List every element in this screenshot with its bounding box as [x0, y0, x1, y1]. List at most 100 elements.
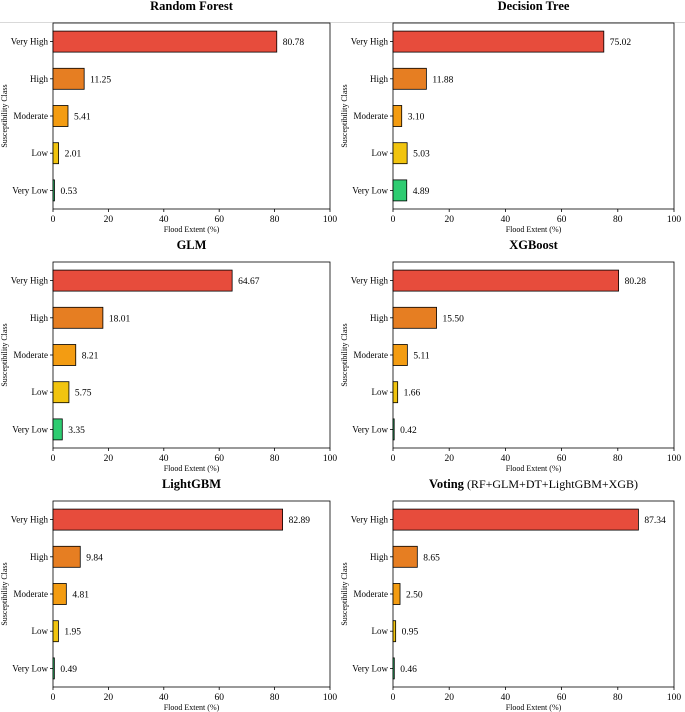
chart-5-category-label: High: [30, 552, 49, 562]
chart-2-bar: [392, 67, 427, 90]
chart-5-category-label: Moderate: [14, 589, 48, 599]
chart-3-data-label: 3.35: [68, 426, 85, 436]
chart-3-x-axis-label: Flood Extent (%): [164, 464, 220, 473]
chart-2-bar: [392, 179, 408, 202]
chart-6-data-label: 8.65: [423, 553, 440, 563]
chart-4-data-label: 1.66: [404, 389, 421, 399]
chart-4-title: XGBoost: [509, 238, 558, 252]
chart-3-xtick-label: 100: [323, 454, 338, 464]
chart-5-data-label: 9.84: [86, 553, 103, 563]
chart-4-xtick-label: 20: [444, 454, 454, 464]
chart-4-xtick-label: 60: [557, 454, 567, 464]
chart-1-data-label: 0.53: [60, 187, 77, 197]
chart-3-data-label: 18.01: [109, 314, 131, 324]
chart-6-xtick-label: 60: [557, 693, 567, 703]
chart-2-data-label: 75.02: [610, 38, 632, 48]
chart-4-bar: [392, 306, 437, 329]
chart-2-xtick-label: 100: [667, 215, 682, 225]
chart-3-xtick-label: 0: [51, 454, 56, 464]
chart-4-bar: [392, 381, 399, 404]
chart-5-xtick-label: 20: [104, 693, 114, 703]
chart-1-title-main: Random Forest: [150, 0, 234, 13]
chart-6-data-label: 0.46: [400, 665, 417, 675]
chart-6-data-label: 87.34: [644, 516, 666, 526]
chart-6-category-label: Very Low: [352, 663, 388, 673]
chart-3-category-label: High: [30, 313, 49, 323]
chart-3-xtick-label: 60: [214, 454, 224, 464]
chart-1-xtick-label: 100: [323, 215, 338, 225]
chart-2-category-label: Very Low: [352, 185, 388, 195]
chart-2-xtick-label: 80: [613, 215, 623, 225]
chart-5-xtick-label: 40: [159, 693, 169, 703]
chart-1-data-label: 2.01: [65, 150, 82, 160]
chart-5-category-label: Very Low: [12, 663, 48, 673]
chart-5-x-axis-label: Flood Extent (%): [164, 703, 220, 712]
chart-1-xtick-label: 0: [51, 215, 56, 225]
chart-3-xtick-label: 40: [159, 454, 169, 464]
chart-3-bar: [52, 418, 63, 441]
chart-4-xtick-label: 100: [667, 454, 682, 464]
chart-6-category-label: High: [370, 552, 389, 562]
chart-1-bar: [52, 179, 55, 202]
chart-6-data-label: 0.95: [402, 628, 419, 638]
chart-3-bar: [52, 381, 70, 404]
chart-1-category-label: Very High: [11, 37, 49, 47]
chart-3-category-label: Very Low: [12, 424, 48, 434]
chart-3-title-main: GLM: [177, 238, 207, 252]
chart-6-xtick-label: 80: [613, 693, 623, 703]
chart-5-data-label: 4.81: [72, 591, 89, 601]
chart-2-data-label: 11.88: [432, 75, 453, 85]
chart-5-xtick-label: 60: [214, 693, 224, 703]
chart-6-category-label: Low: [372, 626, 389, 636]
chart-6-bar: [392, 620, 397, 643]
chart-3-bar: [52, 306, 104, 329]
chart-6-x-axis-label: Flood Extent (%): [506, 703, 562, 712]
chart-2-bar: [392, 30, 605, 53]
chart-1-bar: [52, 142, 59, 165]
chart-1-xtick-label: 20: [104, 215, 114, 225]
chart-2-category-label: Very High: [351, 37, 389, 47]
chart-2-bar: [392, 142, 408, 165]
chart-6-title: Voting (RF+GLM+DT+LightGBM+XGB): [429, 477, 638, 491]
chart-4-data-label: 5.11: [413, 352, 430, 362]
chart-2-xtick-label: 60: [557, 215, 567, 225]
chart-6-bar: [392, 508, 639, 531]
chart-4-x-axis-label: Flood Extent (%): [506, 464, 562, 473]
chart-5-bar: [52, 620, 59, 643]
chart-1-xtick-label: 40: [159, 215, 169, 225]
chart-3-y-axis-label: Susceptibility Class: [0, 323, 9, 386]
chart-3-category-label: Very High: [11, 276, 49, 286]
chart-5-category-label: Low: [32, 626, 49, 636]
chart-3-bar: [52, 269, 233, 292]
chart-4-data-label: 0.42: [400, 426, 417, 436]
chart-4-category-label: High: [370, 313, 389, 323]
chart-6-xtick-label: 40: [501, 693, 511, 703]
chart-6-data-label: 2.50: [406, 591, 423, 601]
chart-5-data-label: 82.89: [289, 516, 311, 526]
chart-4-category-label: Low: [372, 387, 389, 397]
chart-6-category-label: Very High: [351, 515, 389, 525]
chart-1-category-label: High: [30, 74, 49, 84]
chart-2-category-label: Moderate: [354, 111, 388, 121]
chart-2-xtick-label: 40: [501, 215, 511, 225]
chart-1-bar: [52, 30, 278, 53]
chart-2-data-label: 4.89: [413, 187, 430, 197]
chart-4-category-label: Very High: [351, 276, 389, 286]
chart-5-bar: [52, 508, 284, 531]
chart-4-xtick-label: 0: [391, 454, 396, 464]
chart-4-title-main: XGBoost: [509, 238, 558, 252]
chart-2-bar: [392, 105, 403, 127]
chart-1-category-label: Very Low: [12, 185, 48, 195]
chart-5-bar: [52, 583, 67, 605]
chart-3-category-label: Moderate: [14, 350, 48, 360]
chart-6-xtick-label: 0: [391, 693, 396, 703]
chart-1-data-label: 80.78: [283, 38, 305, 48]
chart-1-data-label: 11.25: [90, 75, 111, 85]
chart-1-xtick-label: 80: [270, 215, 280, 225]
chart-1-category-label: Low: [32, 148, 49, 158]
chart-4-y-axis-label: Susceptibility Class: [340, 323, 349, 386]
chart-4-category-label: Very Low: [352, 424, 388, 434]
chart-3-data-label: 5.75: [75, 389, 92, 399]
chart-4-bar: [392, 344, 408, 366]
